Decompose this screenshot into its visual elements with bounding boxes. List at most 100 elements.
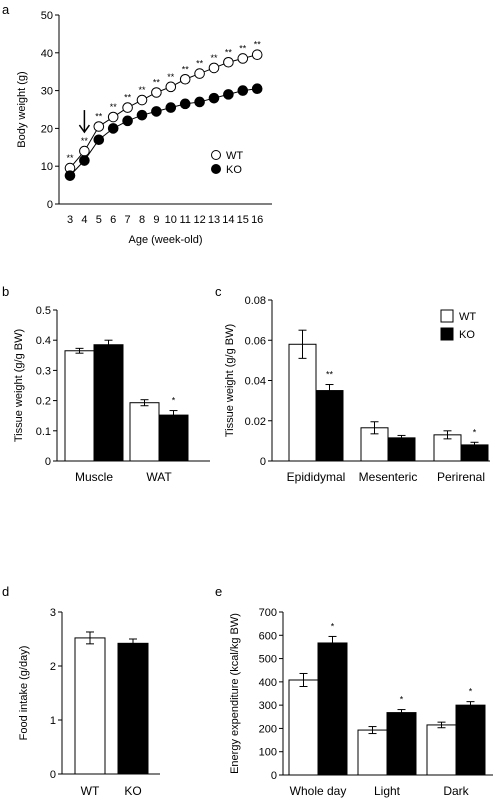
panel-a-point-ko bbox=[151, 106, 162, 117]
panel-e-bar bbox=[426, 724, 457, 776]
panel-a-x-axis-label: Age (week-old) bbox=[129, 234, 203, 246]
panel-a-significance-marker: ** bbox=[110, 102, 118, 112]
panel-a-significance-marker: ** bbox=[254, 40, 262, 50]
panel-a-significance-marker: ** bbox=[66, 153, 74, 163]
panel-b-y-tick-label: 0 bbox=[45, 456, 51, 468]
panel-a-point-wt bbox=[151, 87, 162, 98]
panel-a-series-line-ko bbox=[69, 88, 258, 176]
panel-c-significance-marker: * bbox=[473, 427, 477, 437]
panel-e-bar bbox=[386, 712, 417, 776]
panel-a-x-tick-label: 9 bbox=[153, 214, 159, 226]
panel-a-x-tick-label: 11 bbox=[179, 214, 190, 226]
panel-b-bar bbox=[64, 350, 95, 462]
panel-a-point-wt bbox=[136, 94, 148, 106]
panel-b-bar bbox=[129, 402, 160, 462]
panel-a-legend-label-wt: WT bbox=[226, 150, 243, 162]
panel-a-y-axis-label: Body weight (g) bbox=[16, 71, 28, 147]
panel-a-x-tick-label: 5 bbox=[96, 214, 102, 226]
panel-a-point-ko bbox=[223, 89, 234, 100]
panel-a-point-wt bbox=[194, 68, 205, 79]
panel-a-y-tick-label: 10 bbox=[41, 161, 53, 173]
panel-e-category-label: Dark bbox=[443, 784, 469, 798]
panel-a-arrow-head bbox=[78, 124, 91, 134]
panel-a-x-tick-label: 14 bbox=[222, 214, 234, 226]
panel-a-point-ko bbox=[194, 96, 205, 108]
panel-a-x-tick-label: 3 bbox=[67, 214, 73, 226]
panel-e-y-tick-label: 600 bbox=[259, 630, 277, 642]
panel-d-bar bbox=[74, 637, 106, 775]
panel-b-category-label: Muscle bbox=[75, 470, 113, 484]
panel-a-point-wt bbox=[223, 56, 234, 68]
panel-c-category-label: Epididymal bbox=[287, 470, 346, 484]
panel-a-x-tick-label: 4 bbox=[81, 214, 87, 226]
panel-a-point-wt bbox=[79, 145, 90, 157]
panel-d-y-axis-label: Food intake (g/day) bbox=[18, 646, 30, 741]
panel-e-y-tick-label: 300 bbox=[259, 700, 277, 712]
panel-a-x-tick-label: 12 bbox=[193, 214, 205, 226]
panel-a-point-ko bbox=[251, 83, 263, 95]
panel-letter-d: d bbox=[2, 584, 9, 599]
panel-a-point-ko bbox=[122, 115, 133, 127]
panel-e-y-axis-label: Energy expenditure (kcal/kg BW) bbox=[229, 613, 241, 774]
panel-c-y-tick-label: 0.08 bbox=[245, 295, 266, 307]
panel-e-y-tick-label: 500 bbox=[259, 654, 277, 666]
panel-c-legend-swatch-wt bbox=[440, 309, 454, 323]
panel-a-point-ko bbox=[208, 92, 220, 104]
panel-a-point-ko bbox=[165, 102, 177, 113]
panel-a-point-wt bbox=[237, 53, 249, 64]
panel-a-significance-marker: ** bbox=[138, 85, 146, 95]
panel-a-significance-marker: ** bbox=[167, 72, 175, 82]
panel-b-tissue-weight-chart: 0 0.1 0.2 0.3 0.4 0.5 Tissue weight (g/g BW) Mu… bbox=[13, 305, 210, 484]
panel-a-x-tick-label: 7 bbox=[125, 214, 131, 226]
panel-c-legend-swatch-ko bbox=[440, 327, 454, 341]
panel-e-y-tick-label: 200 bbox=[259, 723, 277, 735]
panel-a-significance-marker: ** bbox=[81, 136, 89, 146]
panel-d-food-intake-chart: 0 1 2 3 Food intake (g/day) WT KO bbox=[18, 607, 160, 798]
panel-letter-a: a bbox=[2, 2, 10, 17]
panel-c-significance-marker: ** bbox=[326, 370, 334, 380]
panel-b-y-axis-label: Tissue weight (g/g BW) bbox=[13, 329, 25, 442]
panel-a-significance-marker: ** bbox=[124, 93, 132, 103]
panel-a-point-ko bbox=[136, 109, 148, 121]
panel-c-bar bbox=[288, 343, 317, 462]
panel-a-y-tick-label: 20 bbox=[41, 123, 53, 135]
panel-e-y-tick-label: 0 bbox=[271, 770, 277, 782]
panel-a-point-wt bbox=[107, 111, 119, 123]
panel-e-y-tick-label: 100 bbox=[259, 747, 277, 759]
panel-letter-b: b bbox=[2, 284, 9, 299]
panel-b-bar bbox=[93, 344, 124, 462]
panel-letter-e: e bbox=[215, 584, 222, 599]
panel-d-y-tick-label: 1 bbox=[50, 715, 56, 727]
panel-a-point-wt bbox=[165, 81, 177, 93]
panel-a-significance-marker: ** bbox=[153, 77, 161, 87]
panel-a-y-tick-label: 50 bbox=[41, 10, 53, 22]
panel-e-significance-marker: * bbox=[400, 695, 404, 705]
panel-a-y-tick-label: 30 bbox=[41, 86, 53, 98]
panel-d-y-tick-label: 3 bbox=[50, 607, 56, 619]
panel-a-x-tick-label: 13 bbox=[208, 214, 220, 226]
panel-e-y-tick-label: 400 bbox=[259, 677, 277, 689]
panel-e-significance-marker: * bbox=[331, 621, 335, 631]
panel-d-bar bbox=[117, 642, 149, 775]
panel-a-significance-marker: ** bbox=[95, 112, 103, 122]
panel-a-x-tick-label: 6 bbox=[110, 214, 116, 226]
panel-b-y-tick-label: 0.4 bbox=[36, 335, 51, 347]
panel-a-x-tick-label: 8 bbox=[139, 214, 145, 226]
panel-a-point-wt bbox=[179, 73, 191, 85]
panel-c-legend-label-wt: WT bbox=[459, 311, 476, 323]
panel-a-point-wt bbox=[208, 62, 220, 74]
panel-e-y-tick-label: 700 bbox=[259, 607, 277, 619]
panel-a-significance-marker: ** bbox=[182, 64, 190, 74]
panel-a-significance-marker: ** bbox=[225, 47, 233, 57]
panel-a-significance-marker: ** bbox=[210, 53, 218, 63]
panel-c-y-tick-label: 0.02 bbox=[245, 416, 266, 428]
panel-b-significance-marker: * bbox=[172, 396, 176, 406]
panel-a-significance-marker: ** bbox=[239, 43, 247, 53]
panel-e-energy-expenditure-chart: 0 100 200 300 400 500 600 700 Energy expenditure… bbox=[229, 607, 493, 798]
panel-e-category-label: Whole day bbox=[290, 784, 347, 798]
panel-b-y-tick-label: 0.2 bbox=[36, 396, 51, 408]
panel-a-point-ko bbox=[107, 123, 119, 134]
panel-a-point-ko bbox=[179, 98, 191, 110]
